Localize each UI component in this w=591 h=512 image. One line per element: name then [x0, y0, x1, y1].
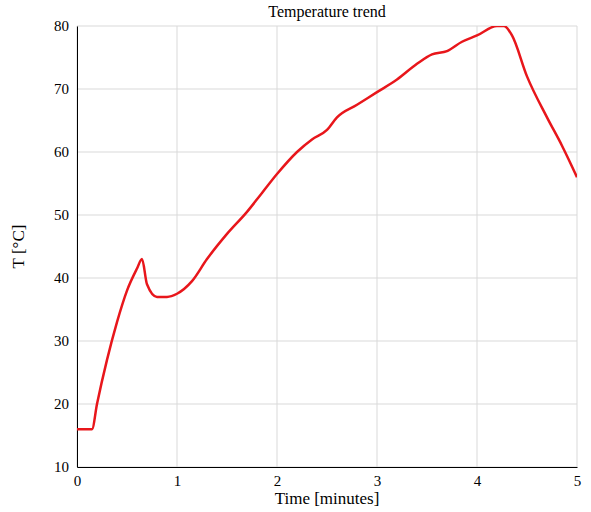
tick-label: 4 [474, 473, 482, 489]
tick-label: 80 [54, 18, 69, 34]
x-axis-title: Time [minutes] [275, 489, 380, 508]
tick-label: 3 [374, 473, 382, 489]
grid-line [77, 152, 577, 153]
grid-line [77, 341, 577, 342]
chart: 0 1 2 3 4 5 10 20 30 40 50 60 70 80 Temperature trend T… [0, 0, 591, 512]
tick-label: 60 [54, 144, 69, 160]
tick: 2 [274, 467, 282, 489]
grid-line [277, 26, 278, 467]
grid-line [77, 215, 577, 216]
axis-line [77, 27, 78, 468]
tick: 40 [54, 270, 77, 286]
tick-label: 2 [274, 473, 282, 489]
grid-line [477, 26, 478, 467]
marks [77, 26, 577, 429]
tick-label: 70 [54, 81, 69, 97]
tick-label: 0 [74, 473, 82, 489]
tick-label: 5 [574, 473, 582, 489]
tick: 50 [54, 207, 77, 223]
grid-line [177, 26, 178, 467]
tick-label: 30 [54, 333, 69, 349]
tick: 20 [54, 396, 77, 412]
tick: 30 [54, 333, 77, 349]
tick: 0 [74, 467, 82, 489]
line [77, 26, 577, 429]
grid-line [77, 467, 577, 468]
tick-label: 10 [54, 459, 69, 475]
plot: 0 1 2 3 4 5 10 20 30 40 50 60 70 80 [54, 18, 581, 488]
x-axis: 0 1 2 3 4 5 [74, 467, 582, 489]
y-axis: 10 20 30 40 50 60 70 80 [54, 18, 78, 475]
grid [77, 26, 577, 467]
tick-label: 20 [54, 396, 69, 412]
grid-line [77, 89, 577, 90]
axis-line [78, 467, 578, 468]
tick: 4 [474, 467, 482, 489]
tick: 1 [174, 467, 182, 489]
tick: 80 [54, 18, 77, 34]
tick: 70 [54, 81, 77, 97]
tick: 10 [54, 459, 77, 475]
tick: 60 [54, 144, 77, 160]
y-axis-title: T [°C] [9, 225, 28, 269]
tick: 3 [374, 467, 382, 489]
tick-label: 50 [54, 207, 69, 223]
tick-label: 1 [174, 473, 182, 489]
grid-line [77, 278, 577, 279]
grid-line [77, 26, 78, 467]
grid-line [577, 26, 578, 467]
tick: 5 [574, 467, 582, 489]
grid-line [77, 404, 577, 405]
title: Temperature trend [268, 3, 385, 21]
tick-label: 40 [54, 270, 69, 286]
